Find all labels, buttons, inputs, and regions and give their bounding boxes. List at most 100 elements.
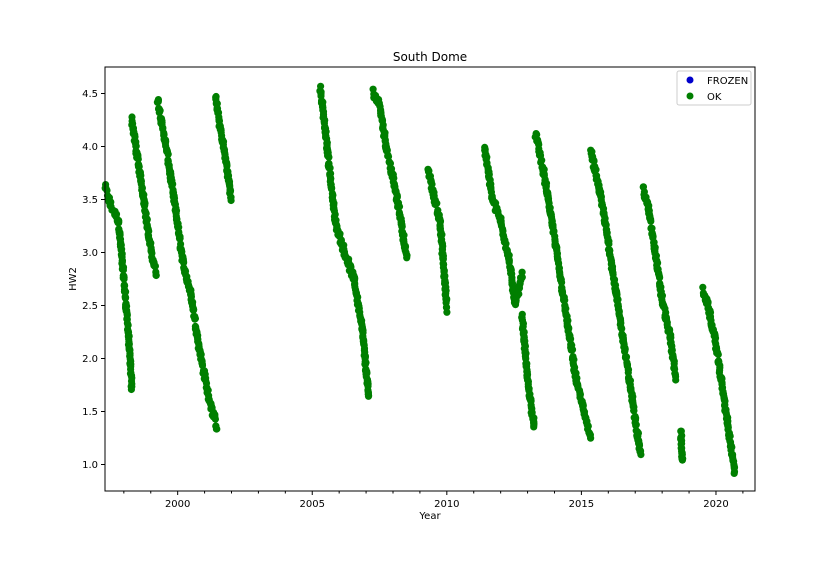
data-point-ok xyxy=(647,217,655,225)
data-point-ok xyxy=(211,415,219,423)
data-point-ok xyxy=(530,420,538,428)
x-tick-label: 2000 xyxy=(165,499,190,510)
data-point-ok xyxy=(611,281,620,289)
data-point-ok xyxy=(365,392,373,400)
data-point-ok xyxy=(515,284,524,292)
data-point-ok xyxy=(634,429,643,437)
data-point-ok xyxy=(579,402,587,410)
data-point-ok xyxy=(621,345,629,353)
data-point-ok xyxy=(323,139,331,147)
data-point-ok xyxy=(632,421,640,429)
data-point-ok xyxy=(528,408,536,416)
data-point-ok xyxy=(432,200,440,208)
data-point-ok xyxy=(326,164,334,172)
data-point-ok xyxy=(524,377,533,386)
data-point-ok xyxy=(151,262,159,270)
data-point-ok xyxy=(537,156,546,164)
data-point-ok xyxy=(390,174,398,182)
data-point-ok xyxy=(383,146,391,154)
data-point-ok xyxy=(622,353,631,361)
data-point-ok xyxy=(527,401,535,409)
data-point-ok xyxy=(204,386,212,394)
data-point-ok xyxy=(191,314,199,323)
data-point-ok xyxy=(614,296,622,304)
data-point-ok xyxy=(327,174,335,182)
data-point-ok xyxy=(125,338,133,346)
y-tick-label: 1.0 xyxy=(82,460,98,471)
data-point-ok xyxy=(565,324,573,332)
data-point-ok xyxy=(670,357,678,365)
data-point-ok xyxy=(226,188,234,196)
data-point-ok xyxy=(354,293,362,301)
data-point-ok xyxy=(327,184,335,192)
chart-title: South Dome xyxy=(393,50,467,64)
data-point-ok xyxy=(443,308,451,316)
data-point-ok xyxy=(403,251,411,259)
data-point-ok xyxy=(361,360,370,368)
data-point-ok xyxy=(325,153,333,161)
data-point-ok xyxy=(654,259,662,267)
data-point-ok xyxy=(169,180,177,188)
data-point-ok xyxy=(138,184,146,192)
legend-marker-frozen xyxy=(686,76,694,84)
data-point-ok xyxy=(112,210,121,218)
data-point-ok xyxy=(651,245,659,253)
data-point-ok xyxy=(223,161,231,169)
data-point-ok xyxy=(590,157,598,165)
data-point-ok xyxy=(580,408,589,416)
y-axis-label: HW2 xyxy=(68,267,79,291)
plot-frame xyxy=(104,66,756,492)
data-point-ok xyxy=(120,273,128,282)
data-point-ok xyxy=(658,293,666,301)
data-point-ok xyxy=(518,313,526,322)
data-point-ok xyxy=(637,447,645,455)
data-point-ok xyxy=(592,166,600,174)
data-point-ok xyxy=(505,257,513,265)
data-point-ok xyxy=(395,203,404,211)
y-tick-label: 2.5 xyxy=(82,301,98,312)
y-tick-label: 3.5 xyxy=(82,195,98,206)
data-point-ok xyxy=(398,223,406,231)
data-points xyxy=(101,82,739,477)
data-point-ok xyxy=(212,92,220,101)
legend-label-frozen: FROZEN xyxy=(707,76,748,87)
data-point-ok xyxy=(317,82,325,90)
data-point-ok xyxy=(329,191,337,199)
data-point-ok xyxy=(561,296,569,304)
data-point-ok xyxy=(728,443,736,451)
x-tick-label: 2010 xyxy=(434,499,459,510)
data-point-ok xyxy=(518,273,526,281)
data-point-ok xyxy=(119,266,127,274)
data-point-ok xyxy=(716,366,724,374)
data-point-ok xyxy=(397,215,405,223)
data-point-ok xyxy=(154,98,162,106)
legend: FROZEN OK xyxy=(676,70,752,106)
y-tick-label: 4.5 xyxy=(82,89,98,100)
data-point-ok xyxy=(649,233,657,241)
data-point-ok xyxy=(584,422,592,430)
x-axis-ticks: 2000 2005 2010 2015 2020 xyxy=(123,491,744,510)
data-point-ok xyxy=(121,293,129,301)
data-point-ok xyxy=(355,304,363,312)
data-point-ok xyxy=(148,249,156,257)
data-point-ok xyxy=(125,332,133,340)
data-point-ok xyxy=(141,201,149,209)
data-point-ok xyxy=(558,278,566,286)
legend-box xyxy=(676,70,752,106)
data-point-ok xyxy=(699,283,707,291)
data-point-ok xyxy=(630,407,638,415)
data-point-ok xyxy=(678,456,687,464)
legend-label-ok: OK xyxy=(707,92,722,103)
x-axis-label: Year xyxy=(418,511,441,522)
data-point-ok xyxy=(568,346,577,354)
data-point-ok xyxy=(520,328,528,336)
data-point-ok xyxy=(670,363,678,371)
data-point-ok xyxy=(586,431,595,439)
data-point-ok xyxy=(127,385,135,394)
y-tick-label: 3.0 xyxy=(82,248,98,259)
y-tick-label: 1.5 xyxy=(82,407,98,418)
legend-marker-ok xyxy=(686,92,694,100)
data-point-ok xyxy=(714,350,722,359)
x-tick-label: 2015 xyxy=(569,499,594,510)
